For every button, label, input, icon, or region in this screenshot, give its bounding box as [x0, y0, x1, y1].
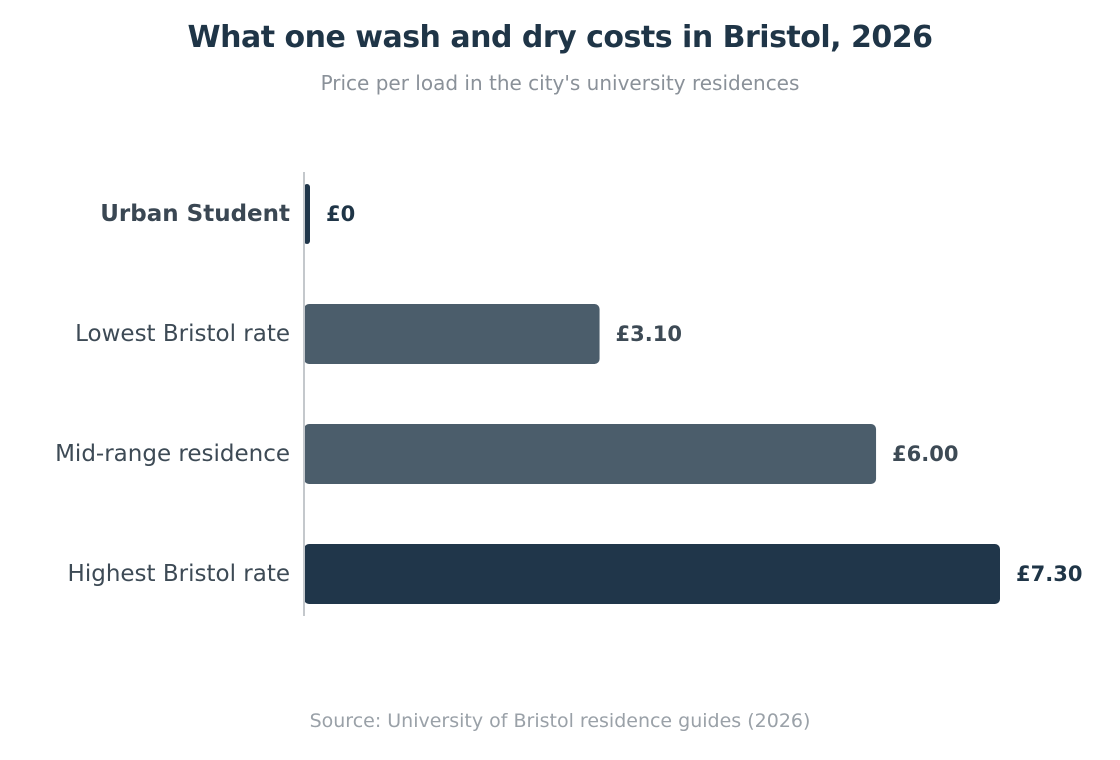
category-label-lowest-bristol-rate: Lowest Bristol rate: [75, 321, 290, 347]
bar-lowest-bristol-rate: [304, 304, 600, 364]
chart-subtitle: Price per load in the city's university …: [320, 71, 800, 95]
chart-title: What one wash and dry costs in Bristol, …: [187, 20, 934, 55]
value-label-urban-student: £0: [326, 202, 355, 226]
chart-source: Source: University of Bristol residence …: [309, 710, 811, 732]
value-label-mid-range-residence: £6.00: [892, 442, 958, 466]
category-label-highest-bristol-rate: Highest Bristol rate: [68, 561, 290, 587]
value-label-highest-bristol-rate: £7.30: [1016, 562, 1082, 586]
bar-urban-student: [304, 184, 310, 244]
bar-highest-bristol-rate: [304, 544, 1000, 604]
bar-mid-range-residence: [304, 424, 877, 484]
value-label-lowest-bristol-rate: £3.10: [616, 322, 682, 346]
category-label-mid-range-residence: Mid-range residence: [55, 441, 290, 467]
category-label-urban-student: Urban Student: [100, 201, 290, 227]
